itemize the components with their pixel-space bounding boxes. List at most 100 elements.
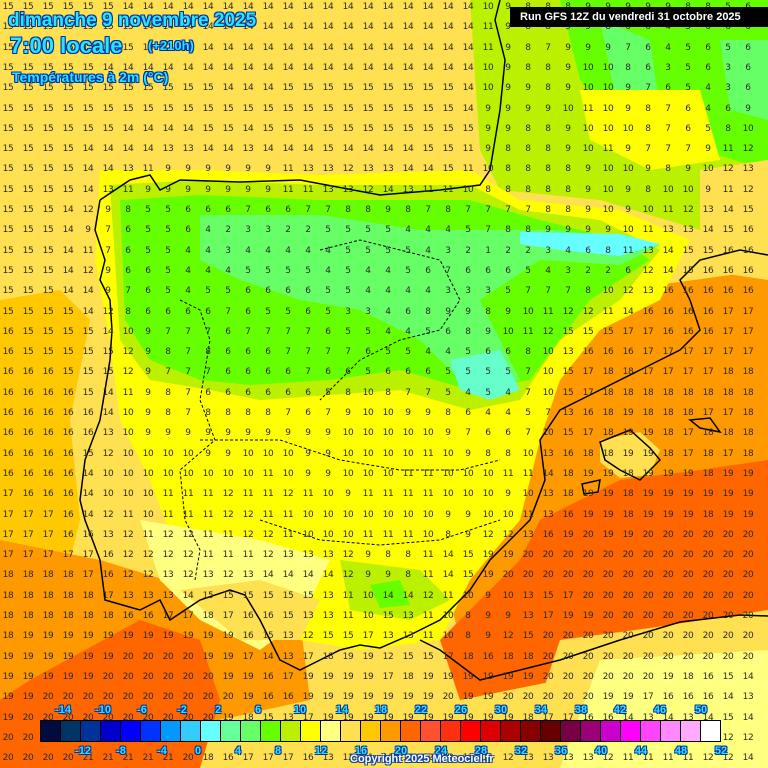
- temperature-value: 16: [42, 367, 54, 378]
- temperature-value: 12: [682, 205, 694, 215]
- temperature-value: 19: [362, 712, 374, 723]
- temperature-value: 5: [405, 245, 411, 256]
- temperature-value: 15: [542, 590, 554, 601]
- temperature-value: 11: [202, 489, 214, 500]
- temperature-value: 14: [82, 164, 94, 175]
- temperature-value: 9: [425, 408, 431, 418]
- temperature-value: 10: [122, 489, 134, 500]
- legend-swatch: [161, 721, 181, 741]
- temperature-value: 14: [62, 225, 74, 236]
- temperature-value: 20: [642, 631, 654, 642]
- temperature-value: 15: [102, 103, 114, 114]
- temperature-value: 17: [662, 367, 674, 378]
- temperature-value: 11: [262, 468, 274, 479]
- temperature-value: 15: [2, 2, 14, 12]
- temperature-value: 20: [602, 651, 614, 662]
- coastlines: [79, 0, 768, 681]
- temperature-value: 16: [582, 408, 594, 418]
- legend-swatch: [701, 721, 720, 741]
- temperature-value: 20: [722, 651, 734, 662]
- temperature-value: 13: [322, 753, 334, 764]
- temperature-value: 19: [462, 692, 474, 703]
- temperature-value: 10: [182, 448, 194, 459]
- temperature-value: 9: [205, 448, 211, 459]
- temperature-value: 14: [462, 103, 474, 114]
- color-scale-legend: [40, 720, 721, 742]
- temperature-value: 7: [325, 347, 331, 358]
- temperature-value: 10: [142, 489, 154, 500]
- temperature-value: 9: [565, 62, 571, 73]
- temperature-value: 6: [645, 22, 651, 33]
- temperature-value: 15: [122, 22, 134, 33]
- legend-swatch: [101, 721, 121, 741]
- temperature-value: 9: [105, 265, 111, 276]
- temperature-value: 14: [282, 22, 294, 33]
- temperature-value: 16: [662, 306, 674, 317]
- temperature-value: 9: [145, 428, 151, 439]
- temperature-value: 12: [742, 144, 754, 155]
- temperature-value: 8: [345, 205, 351, 215]
- temperature-value: 15: [342, 103, 354, 114]
- temperature-value: 7: [545, 286, 551, 297]
- temperature-value: 16: [562, 448, 574, 459]
- temperature-value: 11: [462, 144, 474, 155]
- temperature-value: 16: [262, 671, 274, 682]
- temperature-value: 19: [582, 509, 594, 520]
- temperature-value: 14: [742, 671, 754, 682]
- temperature-value: 16: [22, 448, 34, 459]
- temperature-value: 16: [242, 631, 254, 642]
- temperature-value: 14: [402, 62, 414, 73]
- temperature-value: 5: [145, 205, 151, 215]
- temperature-value: 18: [2, 570, 14, 581]
- temperature-value: 11: [142, 529, 154, 540]
- temperature-value: 7: [305, 205, 311, 215]
- temperature-value: 14: [262, 22, 274, 33]
- temperature-value: 20: [2, 732, 14, 743]
- borders: [179, 239, 501, 581]
- temperature-value: 10: [122, 408, 134, 418]
- temperature-value: 14: [402, 144, 414, 155]
- temperature-value: 11: [182, 509, 194, 520]
- temperature-value: 20: [562, 671, 574, 682]
- temperature-value: 10: [602, 103, 614, 114]
- legend-swatch: [521, 721, 541, 741]
- temperature-value: 15: [82, 2, 94, 12]
- temperature-value: 15: [562, 387, 574, 398]
- temperature-value: 15: [462, 550, 474, 561]
- temperature-value: 16: [102, 550, 114, 561]
- temperature-value: 8: [545, 164, 551, 175]
- temperature-value: 13: [382, 631, 394, 642]
- legend-swatch: [461, 721, 481, 741]
- temperature-value: 19: [662, 468, 674, 479]
- temperature-value: 14: [342, 2, 354, 12]
- temperature-value: 12: [502, 631, 514, 642]
- temperature-value: 8: [545, 22, 551, 33]
- temperature-value: 17: [722, 306, 734, 317]
- temperature-value: 19: [422, 712, 434, 723]
- temperature-value: 19: [102, 651, 114, 662]
- temperature-value: 16: [62, 529, 74, 540]
- temperature-value: 17: [642, 347, 654, 358]
- temperature-value: 4: [185, 286, 191, 297]
- legend-label-bottom: 24: [434, 745, 448, 757]
- temperature-value: 17: [742, 306, 754, 317]
- temperature-value: 10: [422, 529, 434, 540]
- temperature-value: 15: [402, 651, 414, 662]
- temperature-value: 19: [222, 631, 234, 642]
- temperature-value: 5: [165, 265, 171, 276]
- legend-label-top: 34: [534, 704, 548, 716]
- temperature-value: 13: [402, 611, 414, 621]
- temperature-value: 19: [722, 489, 734, 500]
- temperature-value: 9: [585, 225, 591, 236]
- temperature-value: 15: [442, 144, 454, 155]
- temperature-value: 7: [525, 286, 531, 297]
- temperature-value: 14: [62, 286, 74, 297]
- temperature-value: 12: [142, 550, 154, 561]
- temperature-value: 17: [582, 367, 594, 378]
- temperature-value: 13: [562, 753, 574, 764]
- temperature-value: 16: [62, 448, 74, 459]
- temperature-value: 11: [642, 225, 654, 236]
- temperature-value: 14: [282, 62, 294, 73]
- temperature-value: 21: [142, 753, 154, 764]
- temperature-value: 8: [525, 42, 531, 53]
